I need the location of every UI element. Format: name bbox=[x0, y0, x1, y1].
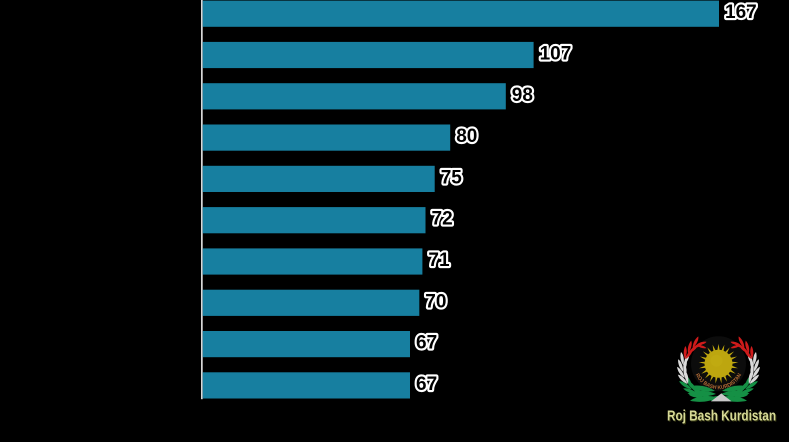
svg-text:67: 67 bbox=[416, 333, 437, 354]
svg-text:167: 167 bbox=[725, 2, 757, 23]
svg-text:71: 71 bbox=[428, 250, 450, 271]
svg-text:70: 70 bbox=[425, 291, 446, 312]
svg-text:71: 71 bbox=[428, 250, 450, 271]
svg-text:70: 70 bbox=[425, 291, 446, 312]
svg-text:67: 67 bbox=[416, 374, 437, 395]
svg-text:80: 80 bbox=[456, 126, 477, 147]
svg-text:167: 167 bbox=[725, 2, 757, 23]
svg-text:75: 75 bbox=[441, 167, 463, 188]
svg-text:67: 67 bbox=[416, 333, 437, 354]
svg-text:107: 107 bbox=[540, 44, 572, 65]
svg-text:80: 80 bbox=[456, 126, 477, 147]
svg-text:98: 98 bbox=[512, 85, 533, 106]
svg-text:72: 72 bbox=[432, 209, 453, 230]
svg-text:72: 72 bbox=[432, 209, 453, 230]
svg-text:67: 67 bbox=[416, 374, 437, 395]
svg-text:Roj Bash Kurdistan: Roj Bash Kurdistan bbox=[667, 409, 776, 425]
svg-text:107: 107 bbox=[540, 44, 572, 65]
svg-text:75: 75 bbox=[441, 167, 463, 188]
svg-text:Roj Bash Kurdistan: Roj Bash Kurdistan bbox=[668, 410, 777, 426]
svg-text:98: 98 bbox=[512, 85, 533, 106]
